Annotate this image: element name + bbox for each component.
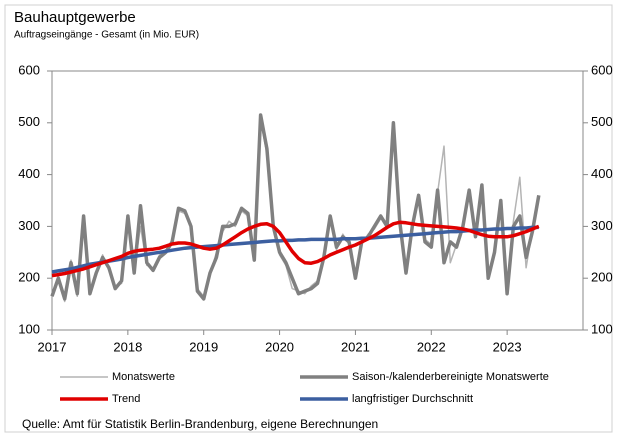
y2-tick-label: 100 (591, 321, 613, 336)
y2-tick-label: 200 (591, 270, 613, 285)
source-note: Quelle: Amt für Statistik Berlin-Branden… (22, 417, 378, 431)
legend-label: Trend (112, 393, 140, 405)
y-tick-label: 400 (18, 166, 40, 181)
chart-frame (4, 4, 613, 433)
y2-tick-label: 500 (591, 114, 613, 129)
series-line (51, 225, 539, 274)
x-tick-label: 2019 (189, 339, 218, 354)
x-tick-label: 2022 (417, 339, 446, 354)
y-tick-label: 100 (18, 321, 40, 336)
chart-subtitle: Auftragseingänge - Gesamt (in Mio. EUR) (14, 30, 199, 41)
legend-label: langfristiger Durchschnitt (352, 393, 473, 405)
series-line (50, 113, 541, 301)
legend-label: Monatswerte (112, 371, 175, 383)
x-tick-label: 2021 (341, 339, 370, 354)
y-tick-label: 200 (18, 270, 40, 285)
x-tick-label: 2020 (265, 339, 294, 354)
x-tick-label: 2023 (493, 339, 522, 354)
y2-tick-label: 300 (591, 218, 613, 233)
y-tick-label: 300 (18, 218, 40, 233)
y2-tick-label: 400 (591, 166, 613, 181)
y-tick-label: 500 (18, 114, 40, 129)
plot-area (51, 70, 584, 331)
x-tick-label: 2018 (113, 339, 142, 354)
chart-title: Bauhauptgewerbe (14, 9, 136, 26)
y2-tick-label: 600 (591, 62, 613, 77)
series-line (51, 220, 540, 278)
x-tick-label: 2017 (38, 339, 67, 354)
legend-label: Saison-/kalenderbereinigte Monatswerte (352, 371, 549, 383)
y-tick-label: 600 (18, 62, 40, 77)
